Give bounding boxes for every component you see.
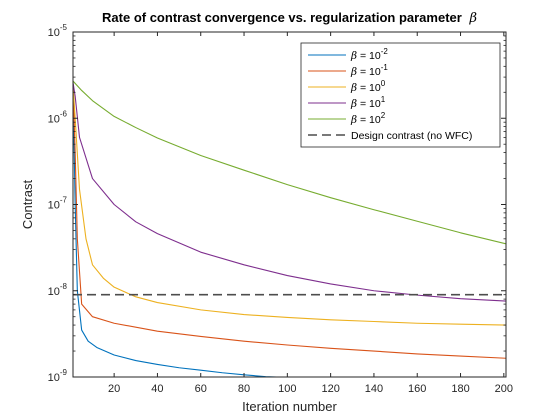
- x-tick-label: 120: [321, 383, 339, 395]
- x-tick-label: 100: [278, 383, 296, 395]
- y-tick-label: 10-7: [48, 196, 68, 212]
- y-tick-label: 10-9: [48, 368, 68, 384]
- x-tick-label: 200: [495, 383, 513, 395]
- x-tick-label: 160: [408, 383, 426, 395]
- x-tick-label: 80: [238, 383, 250, 395]
- legend-entry: β = 100: [350, 79, 386, 94]
- chart-title: Rate of contrast convergence vs. regular…: [102, 10, 477, 26]
- x-tick-label: 140: [365, 383, 383, 395]
- y-tick-label: 10-6: [48, 109, 68, 125]
- legend-entry: β = 10-2: [350, 47, 388, 62]
- x-tick-label: 180: [451, 383, 469, 395]
- x-tick-label: 40: [151, 383, 163, 395]
- chart-title-symbol: β: [468, 11, 477, 26]
- legend-box: [300, 42, 501, 148]
- legend-entry: β = 102: [350, 111, 386, 126]
- legend-entry: β = 101: [350, 95, 386, 110]
- x-axis-label: Iteration number: [242, 399, 337, 414]
- y-tick-label: 10-5: [48, 23, 68, 39]
- series-layer: [73, 80, 506, 377]
- x-tick-label: 60: [195, 383, 207, 395]
- series-line-3: [73, 82, 506, 302]
- series-line-1: [73, 83, 506, 359]
- axes-layer: 20 40 60 80 100 120 140 160 180 200 10-9 10-8 10-7 10…: [48, 23, 513, 395]
- legend-entry: Design contrast (no WFC): [351, 130, 472, 142]
- series-line-0: [73, 83, 277, 377]
- series-line-2: [73, 83, 506, 326]
- legend-entry: β = 10-1: [350, 63, 388, 78]
- y-axis-label: Contrast: [20, 180, 35, 230]
- chart-title-text: Rate of contrast convergence vs. regular…: [102, 10, 462, 25]
- x-tick-label: 20: [108, 383, 120, 395]
- series-line-4: [73, 80, 506, 245]
- y-tick-label: 10-8: [48, 282, 68, 298]
